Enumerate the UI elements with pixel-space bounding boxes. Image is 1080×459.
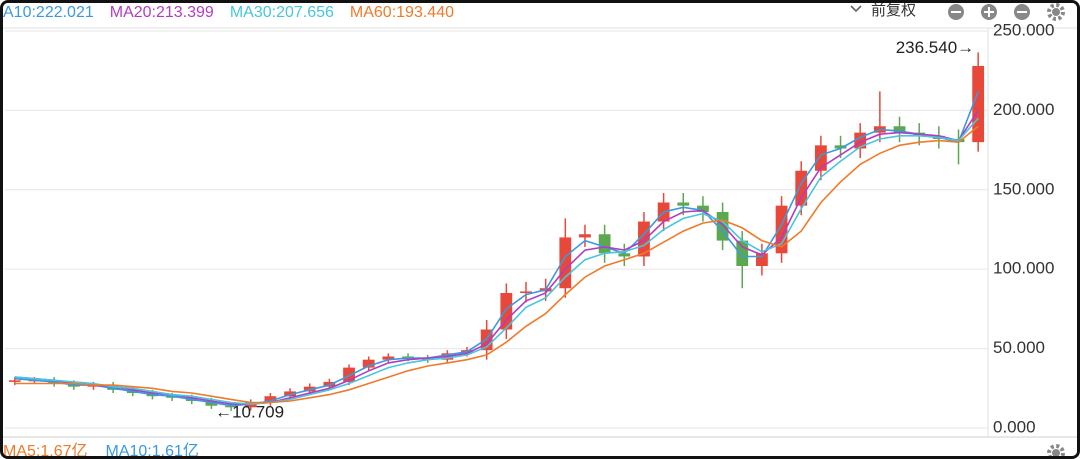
volume-legend-entry: MA10:1.61亿: [106, 442, 199, 456]
candle-body: [8, 380, 21, 382]
chart: A10:222.021 MA20:213.399 MA30:207.656 MA60:…: [3, 3, 1077, 456]
ma-line: [14, 125, 979, 404]
candle-body: [638, 221, 650, 257]
candle-body: [736, 240, 749, 267]
candle-body: [264, 396, 277, 403]
settings-button[interactable]: [1047, 3, 1065, 21]
candle-body: [775, 205, 788, 254]
candle-body: [834, 145, 847, 149]
legend: A10:222.021 MA20:213.399 MA30:207.656 MA60:…: [3, 4, 454, 21]
ma-line: [14, 91, 979, 407]
min-annotation: ←10.709: [215, 402, 284, 421]
candle-body: [677, 202, 690, 206]
candle-body: [598, 234, 611, 254]
candle-body: [716, 212, 729, 241]
minimize-button[interactable]: [1014, 4, 1030, 20]
candle-body: [520, 291, 532, 293]
y-tick-label: 150.000: [993, 179, 1054, 198]
candle-body: [244, 402, 257, 408]
volume-settings-button[interactable]: [1047, 444, 1065, 456]
legend-entry: MA60:193.440: [350, 4, 454, 21]
ma-line: [14, 117, 979, 405]
candle-body: [972, 65, 985, 143]
y-tick-label: 0.000: [993, 417, 1036, 436]
legend-entry: MA20:213.399: [110, 4, 214, 21]
candle-body: [795, 170, 808, 206]
y-tick-label: 200.000: [993, 100, 1054, 119]
candle-body: [402, 356, 414, 359]
legend-entry: A10:222.021: [3, 4, 94, 21]
candle-body: [362, 359, 375, 368]
volume-legend-entry: MA5:1.67亿: [3, 442, 88, 456]
plot-area: [8, 52, 985, 411]
background: [3, 3, 1077, 456]
candle-body: [559, 237, 572, 289]
legend-entry: MA30:207.656: [230, 4, 334, 21]
candle-body: [382, 356, 395, 360]
y-tick-label: 50.000: [993, 338, 1045, 357]
y-tick-label: 250.000: [993, 21, 1054, 40]
max-annotation: 236.540→: [896, 38, 974, 57]
dropdown-chevron[interactable]: [850, 5, 862, 13]
candle-body: [225, 405, 237, 408]
candle-body: [854, 132, 867, 149]
adjust-mode[interactable]: 前复权: [871, 3, 916, 19]
zoom-out-button[interactable]: [948, 4, 964, 20]
volume-legend: MA5:1.67亿 MA10:1.61亿: [3, 442, 199, 456]
candle-body: [697, 205, 709, 213]
y-tick-label: 100.000: [993, 259, 1054, 278]
candle-body: [618, 253, 631, 257]
candle-body: [756, 253, 768, 267]
candle-body: [500, 292, 513, 330]
candle-body: [579, 234, 591, 238]
candle-body: [893, 126, 906, 133]
zoom-in-button[interactable]: [981, 4, 997, 20]
candle-body: [205, 400, 218, 406]
candle-body: [814, 145, 827, 171]
